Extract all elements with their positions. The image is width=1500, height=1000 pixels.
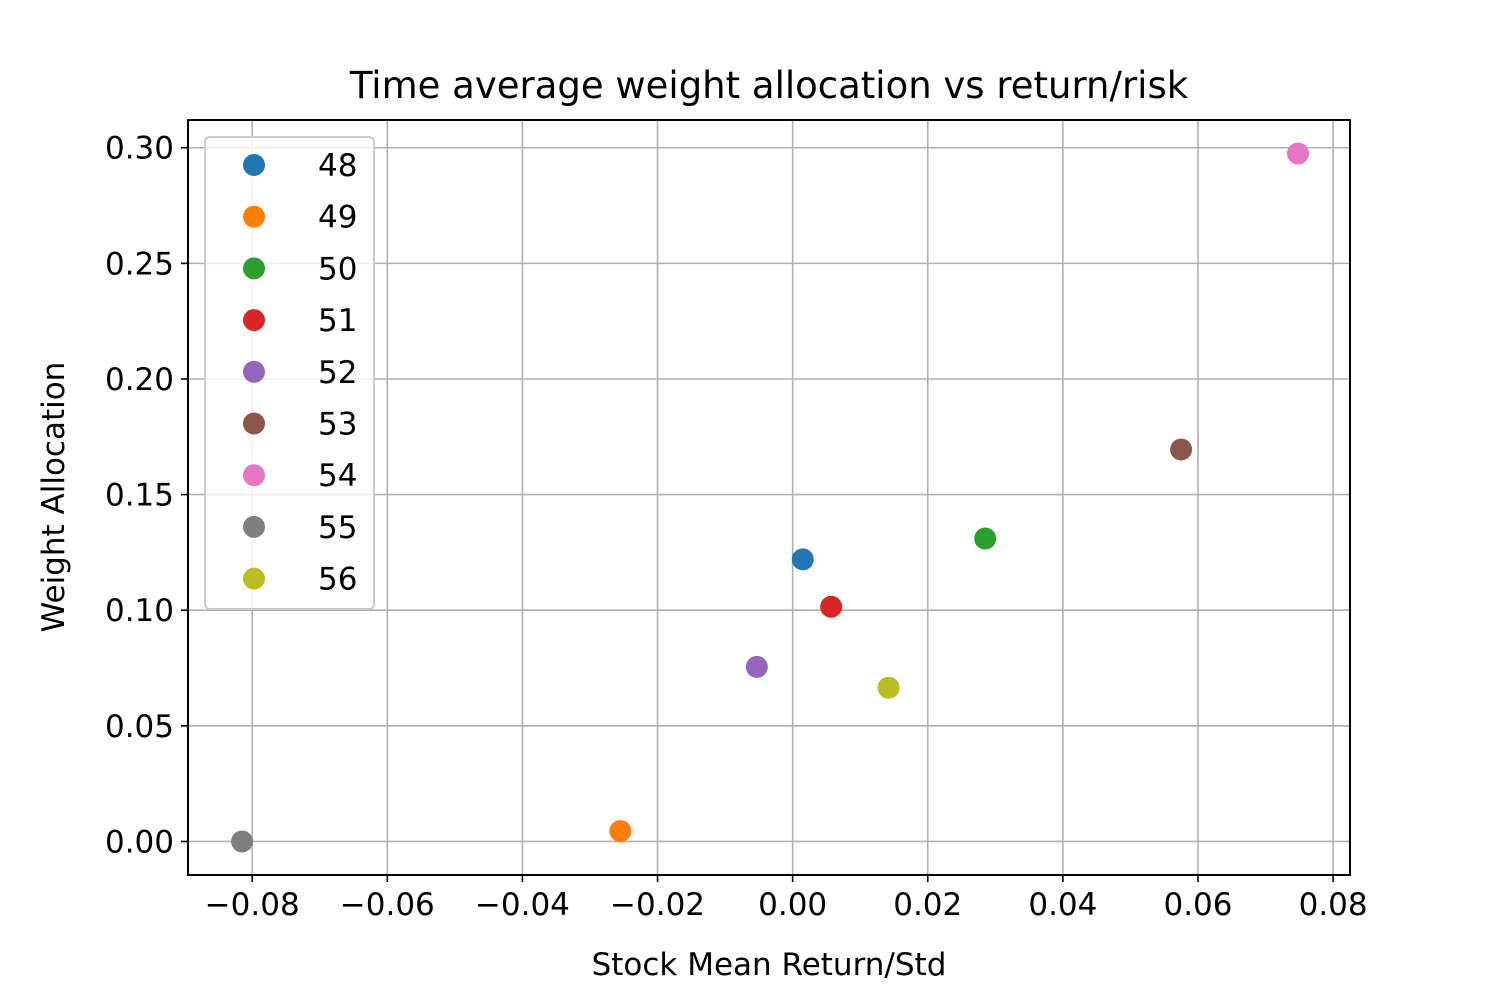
y-axis-label: Weight Allocation (36, 362, 72, 633)
y-tick-label: 0.25 (105, 246, 174, 282)
legend-marker-55 (243, 515, 265, 538)
x-axis-ticks: −0.08 −0.06 −0.04 −0.02 0.00 0.02 0.04 0.06 0.08 (205, 875, 1368, 923)
x-tick-label: −0.08 (205, 887, 300, 923)
legend-label-52: 52 (318, 355, 357, 391)
legend-label-55: 55 (318, 510, 357, 546)
y-tick-label: 0.00 (105, 824, 174, 860)
plot-frame (187, 119, 1351, 876)
data-point-56 (877, 676, 900, 699)
grid-lines (188, 120, 1350, 875)
x-tick-label: 0.00 (758, 887, 827, 923)
legend-marker-49 (243, 205, 265, 228)
legend-marker-50 (243, 257, 265, 280)
x-tick-label: 0.06 (1163, 887, 1232, 923)
x-tick-label: −0.04 (475, 887, 570, 923)
x-tick-label: −0.02 (610, 887, 705, 923)
legend-marker-51 (243, 309, 265, 332)
x-tick-label: 0.02 (893, 887, 962, 923)
legend-marker-54 (243, 464, 265, 487)
data-point-50 (974, 527, 997, 550)
x-tick-label: 0.08 (1299, 887, 1368, 923)
y-tick-label: 0.05 (105, 709, 174, 745)
data-point-55 (231, 830, 254, 853)
x-axis-label: Stock Mean Return/Std (592, 947, 947, 983)
legend-marker-53 (243, 412, 265, 435)
y-tick-label: 0.20 (105, 362, 174, 398)
data-point-52 (745, 655, 768, 678)
legend-label-51: 51 (318, 303, 357, 339)
legend-label-50: 50 (318, 251, 357, 287)
legend-box (204, 136, 375, 610)
y-axis-ticks: 0.00 0.05 0.10 0.15 0.20 0.25 0.30 (105, 131, 188, 860)
legend-label-54: 54 (318, 458, 357, 494)
legend-marker-48 (243, 154, 265, 176)
data-points (231, 142, 1309, 853)
legend-label-48: 48 (318, 148, 357, 184)
y-tick-label: 0.30 (105, 131, 174, 167)
legend: 48 49 50 51 52 53 54 55 56 (204, 136, 375, 610)
legend-marker-52 (243, 360, 265, 383)
legend-marker-56 (243, 567, 265, 590)
data-point-51 (820, 595, 843, 618)
data-point-49 (609, 820, 632, 843)
data-point-54 (1286, 142, 1309, 165)
x-tick-label: −0.06 (340, 887, 435, 923)
legend-label-49: 49 (318, 200, 357, 236)
data-point-53 (1170, 438, 1193, 461)
y-tick-label: 0.10 (105, 593, 174, 629)
data-point-48 (791, 548, 814, 571)
x-tick-label: 0.04 (1028, 887, 1097, 923)
legend-label-56: 56 (318, 562, 357, 598)
y-tick-label: 0.15 (105, 478, 174, 514)
legend-label-53: 53 (318, 407, 357, 443)
chart-title: Time average weight allocation vs return… (349, 64, 1189, 107)
